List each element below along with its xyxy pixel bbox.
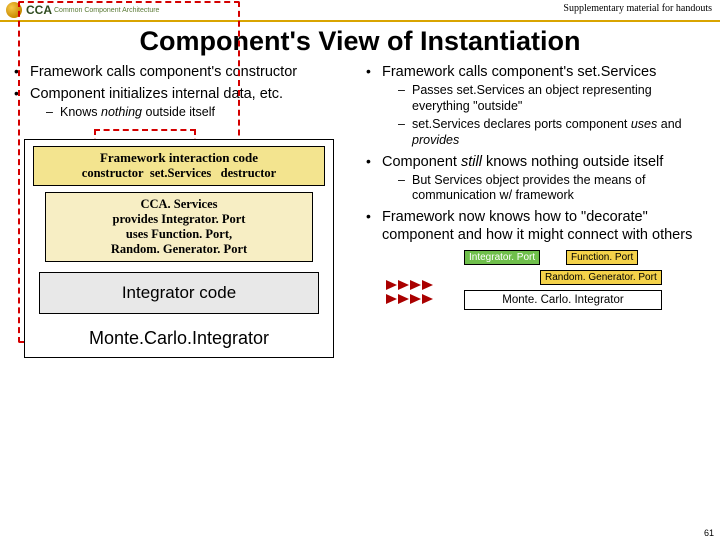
supplementary-note: Supplementary material for handouts [563,3,712,14]
fx-line2: constructor set.Services destructor [38,166,320,181]
sv-l4: Random. Generator. Port [50,242,308,257]
rb1-sub2: set.Services declares ports component us… [398,117,710,148]
right-bullet-1: Framework calls component's set.Services… [364,63,710,149]
port-random: Random. Generator. Port [540,270,662,285]
content-columns: Framework calls component's constructor … [0,63,720,439]
rb2b: knows nothing outside itself [482,154,663,170]
sv-l1: CCA. Services [50,197,308,212]
integrator-code-box: Integrator code [39,272,319,314]
fx-ctor: constructor [82,166,144,180]
right-bullet-2: Component still knows nothing outside it… [364,153,710,204]
page-number: 61 [704,528,714,538]
right-bullet-3: Framework now knows how to "decorate" co… [364,208,710,244]
component-label-box: Monte. Carlo. Integrator [464,290,662,310]
rb1-text: Framework calls component's set.Services [382,64,656,80]
fx-title: Framework interaction code [38,150,320,166]
ports-diagram: Integrator. Port Function. Port Random. … [364,250,710,330]
sv-l3: uses Function. Port, [50,227,308,242]
rb1-sub1: Passes set.Services an object representi… [398,83,710,114]
component-diagram: Framework interaction code constructor s… [24,139,350,439]
left-column: Framework calls component's constructor … [0,63,360,439]
rb1s2and: and [657,117,681,131]
monte-carlo-label: Monte.Carlo.Integrator [25,328,333,357]
fx-dtor: destructor [221,166,277,180]
port-function: Function. Port [566,250,638,265]
rb1s2u: uses [631,117,657,131]
fx-set: set.Services [150,166,211,180]
sv-l2: provides Integrator. Port [50,212,308,227]
component-box: Framework interaction code constructor s… [24,139,334,358]
rb2em: still [461,154,482,170]
framework-interaction-box: Framework interaction code constructor s… [33,146,325,186]
right-column: Framework calls component's set.Services… [360,63,720,439]
port-integrator: Integrator. Port [464,250,540,265]
services-box: CCA. Services provides Integrator. Port … [45,192,313,262]
rb2-sub1: But Services object provides the means o… [398,173,710,204]
rb1s2a: set.Services declares ports component [412,117,631,131]
rb1s2p: provides [412,133,459,147]
right-bullet-list: Framework calls component's set.Services… [364,63,710,244]
rb2a: Component [382,154,461,170]
